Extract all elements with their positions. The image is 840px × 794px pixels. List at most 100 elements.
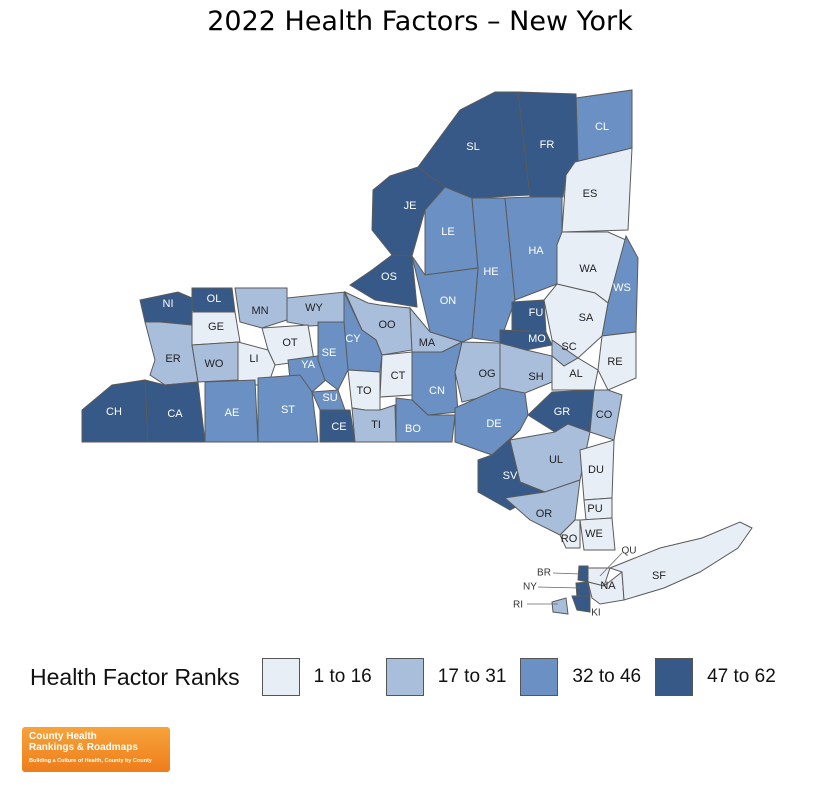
county-ca[interactable] bbox=[144, 379, 206, 443]
county-label-fu: FU bbox=[529, 307, 544, 319]
county-label-le: LE bbox=[441, 226, 454, 238]
county-label-mo: MO bbox=[528, 333, 546, 345]
legend-item-4: 47 to 62 bbox=[655, 658, 776, 696]
county-ri[interactable] bbox=[551, 597, 569, 615]
county-re[interactable] bbox=[597, 331, 637, 391]
counties-layer bbox=[81, 89, 753, 615]
county-li[interactable] bbox=[237, 341, 276, 386]
county-mo[interactable] bbox=[499, 329, 553, 351]
county-label-to: TO bbox=[356, 385, 372, 397]
legend-swatch-2 bbox=[385, 658, 424, 696]
leader-line-br bbox=[552, 572, 581, 575]
county-label-ws: WS bbox=[613, 282, 631, 294]
county-sv[interactable] bbox=[477, 429, 547, 511]
county-label-cy: CY bbox=[345, 333, 361, 345]
new-york-county-map: CL SL FR ES JE LE HE HA WA WS OS ON FU SA MO SC NI OL MN WY… bbox=[81, 89, 753, 619]
legend-item-2: 17 to 31 bbox=[385, 658, 507, 696]
county-label-oo: OO bbox=[378, 319, 396, 331]
map-title: 2022 Health Factors – New York bbox=[207, 6, 633, 37]
county-label-cl: CL bbox=[595, 121, 609, 133]
county-label-es: ES bbox=[583, 188, 598, 200]
county-label-ki: KI bbox=[591, 608, 600, 619]
county-label-bo: BO bbox=[405, 423, 421, 435]
county-ti[interactable] bbox=[351, 404, 397, 443]
county-label-ya: YA bbox=[301, 359, 316, 371]
county-label-co: CO bbox=[596, 409, 613, 421]
county-label-ni: NI bbox=[163, 298, 174, 310]
county-label-ce: CE bbox=[331, 421, 346, 433]
county-label-or: OR bbox=[536, 508, 553, 520]
legend-label-3: 32 to 46 bbox=[572, 666, 642, 687]
county-label-se: SE bbox=[322, 347, 337, 359]
county-label-og: OG bbox=[478, 368, 495, 380]
county-cn[interactable] bbox=[411, 341, 463, 416]
logo-tagline: Building a Culture of Health, County by … bbox=[29, 758, 152, 764]
county-label-br: BR bbox=[537, 568, 551, 579]
county-label-ae: AE bbox=[225, 407, 240, 419]
county-label-on: ON bbox=[440, 295, 457, 307]
county-label-ge: GE bbox=[208, 321, 224, 333]
logo-line-1: County Health bbox=[29, 731, 97, 742]
county-label-he: HE bbox=[483, 266, 498, 278]
county-label-ct: CT bbox=[391, 370, 406, 382]
county-sf[interactable] bbox=[608, 521, 753, 601]
legend-item-3: 32 to 46 bbox=[520, 658, 641, 696]
callouts-layer: CL SL FR ES JE LE HE HA WA WS OS ON FU SA MO SC NI OL MN WY… bbox=[106, 121, 666, 619]
county-we[interactable] bbox=[579, 517, 616, 551]
county-label-sv: SV bbox=[503, 470, 518, 482]
county-label-ri: RI bbox=[513, 600, 523, 611]
county-label-wy: WY bbox=[305, 302, 323, 314]
county-label-qu: QU bbox=[622, 546, 637, 557]
county-label-ti: TI bbox=[371, 419, 381, 431]
county-st[interactable] bbox=[257, 374, 319, 443]
legend: Health Factor Ranks 1 to 16 17 to 31 32 … bbox=[30, 655, 830, 699]
county-label-je: JE bbox=[404, 200, 417, 212]
county-es[interactable] bbox=[561, 147, 633, 233]
county-co[interactable] bbox=[589, 389, 623, 441]
county-label-re: RE bbox=[607, 356, 622, 368]
county-label-sa: SA bbox=[579, 312, 594, 324]
logo-line-2: Rankings & Roadmaps bbox=[29, 742, 138, 753]
legend-label-2: 17 to 31 bbox=[437, 666, 507, 687]
county-label-ny: NY bbox=[523, 582, 537, 593]
legend-label-4: 47 to 62 bbox=[707, 666, 776, 687]
county-label-ro: RO bbox=[561, 533, 578, 545]
county-label-os: OS bbox=[381, 271, 397, 283]
county-label-sh: SH bbox=[528, 371, 543, 383]
legend-swatch-1 bbox=[261, 658, 300, 696]
legend-swatch-3 bbox=[520, 658, 559, 696]
county-label-ca: CA bbox=[167, 408, 183, 420]
county-label-ot: OT bbox=[282, 337, 298, 349]
county-de[interactable] bbox=[454, 387, 529, 456]
county-label-pu: PU bbox=[587, 503, 602, 515]
county-label-ch: CH bbox=[106, 406, 122, 418]
county-label-gr: GR bbox=[554, 406, 571, 418]
county-label-de: DE bbox=[486, 418, 501, 430]
county-label-sl: SL bbox=[466, 141, 479, 153]
county-label-fr: FR bbox=[540, 139, 555, 151]
legend-swatch-4 bbox=[655, 658, 694, 696]
county-label-ma: MA bbox=[419, 337, 436, 349]
leader-line-ny bbox=[537, 586, 581, 589]
county-label-na: NA bbox=[600, 580, 616, 592]
county-health-rankings-logo[interactable]: County Health Rankings & Roadmaps Buildi… bbox=[22, 727, 170, 772]
county-label-sf: SF bbox=[652, 570, 666, 582]
county-sh[interactable] bbox=[499, 342, 553, 394]
legend-label-1: 1 to 16 bbox=[313, 666, 372, 687]
county-mn[interactable] bbox=[234, 287, 288, 329]
county-label-mn: MN bbox=[251, 305, 268, 317]
county-label-wo: WO bbox=[205, 358, 224, 370]
county-label-du: DU bbox=[588, 464, 604, 476]
legend-title: Health Factor Ranks bbox=[30, 663, 240, 690]
leader-line-qu bbox=[599, 552, 623, 577]
county-label-cn: CN bbox=[429, 385, 445, 397]
county-label-sc: SC bbox=[561, 341, 576, 353]
county-label-we: WE bbox=[585, 528, 603, 540]
county-label-er: ER bbox=[165, 353, 180, 365]
county-label-al: AL bbox=[569, 368, 582, 380]
county-ro[interactable] bbox=[559, 519, 581, 549]
county-label-su: SU bbox=[322, 392, 337, 404]
legend-item-1: 1 to 16 bbox=[261, 658, 372, 696]
county-ki[interactable] bbox=[571, 595, 591, 613]
county-label-ol: OL bbox=[207, 293, 222, 305]
